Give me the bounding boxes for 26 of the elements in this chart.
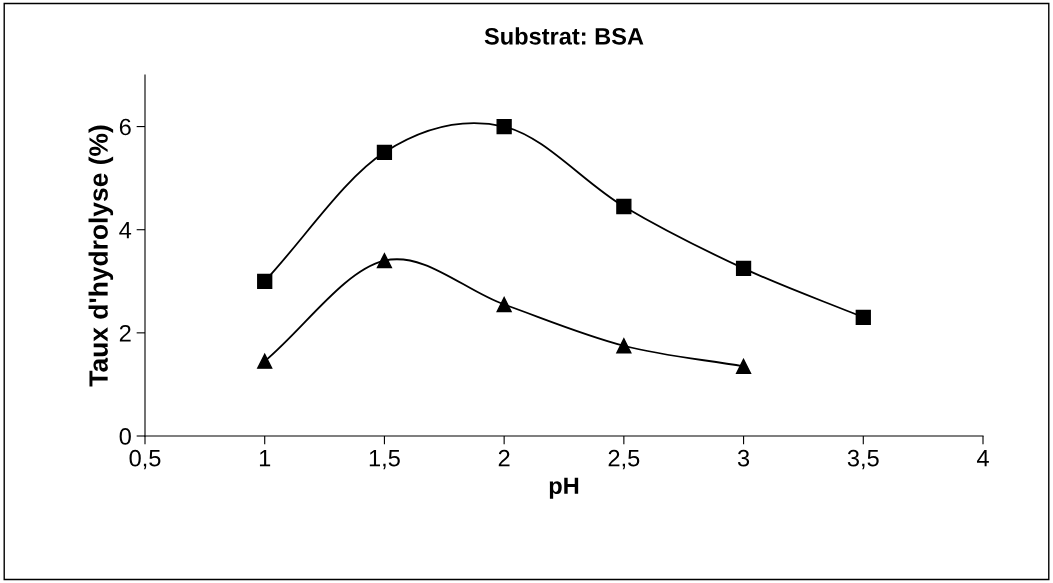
point: [257, 353, 273, 369]
x-tick-label: 1,5: [369, 450, 400, 470]
x-tick-label: 2: [498, 449, 510, 467]
point: [496, 118, 512, 135]
point: [616, 338, 632, 354]
point: [376, 253, 393, 269]
x-tick-label: 1: [259, 450, 271, 467]
y-axis-title: Taux d'hydrolyse (%): [88, 125, 114, 387]
x-tick-label: 0,5: [129, 449, 161, 470]
point: [855, 309, 871, 326]
x-tick-label: 4: [976, 450, 989, 467]
point: [496, 296, 512, 313]
y-tick-label: 6: [119, 118, 131, 136]
chart-title: Substrat: BSA: [484, 27, 644, 45]
y-tick-label: 2: [119, 324, 131, 342]
x-axis-title: pH: [549, 477, 579, 499]
point: [735, 260, 752, 277]
point: [735, 358, 752, 375]
point: [257, 273, 273, 289]
x-tick-label: 2,5: [608, 449, 640, 470]
x-tick-label: 3: [737, 449, 750, 467]
point: [376, 144, 393, 160]
y-tick-label: 0: [119, 428, 131, 445]
point: [616, 198, 632, 215]
x-tick-label: 3,5: [847, 449, 879, 470]
y-tick-label: 4: [119, 222, 132, 239]
